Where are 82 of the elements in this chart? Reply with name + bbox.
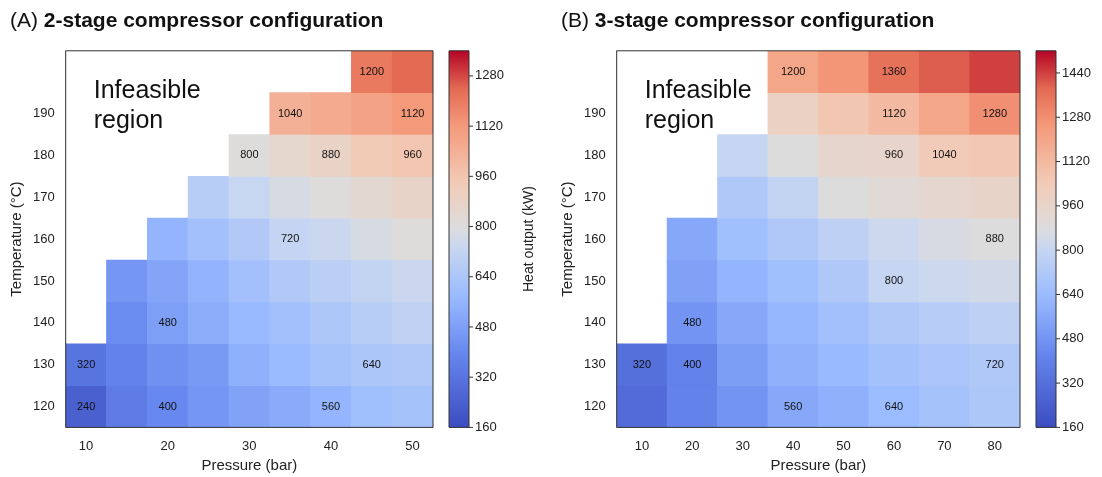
y-tick-label: 160	[583, 230, 606, 246]
color-bar-label: 1120	[1062, 153, 1090, 169]
chart-title: (A) 2-stage compressor configuration	[10, 8, 384, 31]
y-tick-label: 160	[32, 230, 55, 246]
data-label: 400	[158, 399, 177, 412]
color-bar-label: 480	[1062, 330, 1084, 346]
color-bar-label: 960	[1062, 197, 1084, 213]
data-label: 1200	[359, 64, 385, 77]
data-label: 480	[158, 315, 177, 328]
data-label: 320	[76, 357, 96, 370]
x-tick-label: 20	[160, 437, 175, 453]
data-label: 400	[683, 357, 702, 370]
data-label: 800	[240, 148, 259, 161]
x-tick-label: 50	[405, 437, 420, 453]
color-bar-label: 480	[475, 318, 497, 334]
y-axis-title: Temperature (°C)	[558, 181, 576, 297]
data-label: 1120	[400, 106, 425, 119]
data-label: 240	[76, 399, 96, 412]
data-label: 800	[884, 273, 904, 286]
y-tick-label: 140	[32, 314, 55, 330]
x-tick-label: 40	[323, 437, 339, 453]
color-bar-label: 1120	[475, 117, 503, 133]
x-tick-label: 40	[785, 437, 801, 453]
y-tick-label: 190	[583, 105, 606, 121]
data-label: 960	[403, 148, 422, 161]
data-label: 1120	[882, 106, 906, 119]
color-bar-label: 640	[1062, 286, 1084, 302]
x-axis-title: Pressure (bar)	[770, 456, 867, 474]
data-label: 1280	[982, 106, 1008, 119]
x-tick-label: 80	[987, 437, 1003, 453]
color-bar-label: 1280	[1062, 108, 1091, 124]
y-tick-label: 130	[583, 356, 606, 372]
color-bar-title: Heat output (kW)	[519, 186, 536, 293]
color-bar-label: 640	[475, 268, 497, 284]
y-tick-label: 120	[32, 398, 55, 414]
data-label: 960	[884, 148, 904, 161]
y-tick-label: 150	[32, 272, 55, 288]
color-bar-label: 960	[475, 167, 497, 183]
x-tick-label: 20	[685, 437, 700, 453]
y-tick-label: 190	[32, 105, 55, 121]
y-tick-label: 140	[583, 314, 606, 330]
data-label: 1360	[881, 64, 907, 77]
y-tick-label: 120	[583, 398, 606, 414]
data-label: 560	[783, 399, 803, 412]
color-bar-label: 320	[475, 368, 497, 384]
color-bar-label: 160	[475, 418, 497, 434]
data-label: 720	[280, 232, 300, 245]
color-bar-label: 160	[1062, 418, 1084, 434]
data-label: 640	[362, 357, 381, 370]
y-tick-label: 130	[32, 356, 55, 372]
color-bar-label: 800	[475, 218, 497, 234]
x-tick-label: 60	[886, 437, 902, 453]
y-tick-label: 180	[32, 146, 55, 162]
color-bar-label: 1440	[1062, 64, 1091, 80]
color-bar-label: 320	[1062, 374, 1084, 390]
data-label: 720	[985, 357, 1004, 370]
annotation: Infeasible region	[93, 75, 201, 134]
data-label: 320	[632, 357, 652, 370]
x-axis-title: Pressure (bar)	[201, 456, 298, 474]
data-label: 880	[985, 232, 1004, 245]
color-bar-label: 800	[1062, 241, 1084, 257]
x-tick-label: 10	[634, 437, 650, 453]
data-label: 1200	[780, 64, 806, 77]
data-label: 480	[683, 315, 702, 328]
data-label: 1040	[277, 106, 303, 119]
x-tick-label: 10	[78, 437, 94, 453]
color-bar-label: 1280	[475, 67, 504, 83]
data-label: 560	[321, 399, 341, 412]
data-label: 880	[321, 148, 341, 161]
y-tick-label: 170	[32, 188, 55, 204]
x-tick-label: 30	[242, 437, 257, 453]
y-tick-label: 150	[583, 272, 606, 288]
data-label: 1040	[932, 148, 957, 161]
x-tick-label: 70	[937, 437, 952, 453]
y-tick-label: 180	[583, 146, 606, 162]
y-axis-title: Temperature (°C)	[7, 181, 25, 297]
y-tick-label: 170	[583, 188, 606, 204]
annotation: Infeasible region	[644, 75, 752, 134]
x-tick-label: 30	[735, 437, 750, 453]
data-label: 640	[884, 399, 904, 412]
chart-title: (B) 3-stage compressor configuration	[561, 8, 935, 31]
x-tick-label: 50	[836, 437, 851, 453]
